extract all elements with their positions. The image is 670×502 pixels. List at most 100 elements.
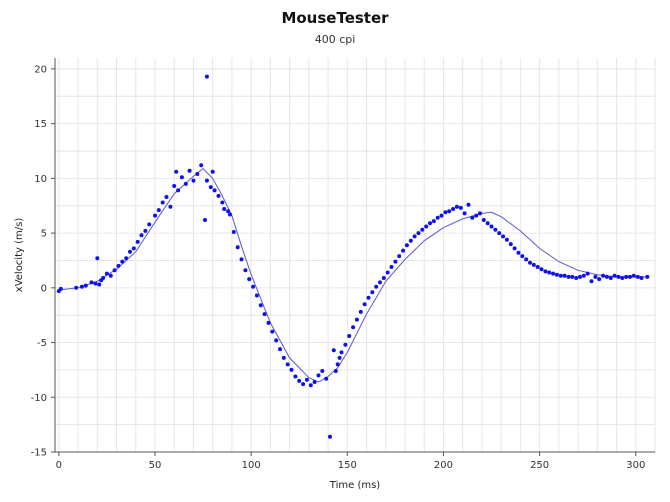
data-point [156,208,161,213]
data-point [645,274,650,279]
x-tick-label: 0 [56,460,62,471]
data-point [112,268,117,273]
data-point [631,273,636,278]
data-point [179,175,184,180]
data-point [458,205,463,210]
data-point [104,271,109,276]
data-point [493,227,498,232]
data-point [172,184,177,188]
data-point [231,230,236,234]
data-point [135,239,140,244]
data-point [535,265,540,269]
data-point [143,228,148,233]
data-point [343,342,348,347]
data-point [281,355,286,360]
data-point [176,188,181,193]
data-point [312,380,317,384]
data-point [93,281,98,286]
data-point [551,271,556,276]
data-point [58,286,63,291]
data-point [101,276,106,280]
data-point [443,210,448,215]
data-point [254,293,259,298]
y-tick-label: -5 [37,338,47,349]
data-point [235,245,240,250]
data-point [628,274,632,279]
data-point [204,178,209,183]
y-tick-label: 5 [41,229,47,240]
data-point [328,434,332,439]
data-point [520,254,525,259]
data-point [439,213,444,218]
data-point [512,246,517,251]
data-point [374,284,379,289]
chart-subtitle: 400 cpi [314,33,356,46]
data-point [462,211,467,216]
data-point [131,246,136,251]
data-point [262,312,267,317]
data-point [601,273,606,278]
data-point [120,259,125,264]
data-point [470,215,475,220]
data-point [216,193,221,198]
data-point [478,211,482,216]
data-point [199,163,204,168]
data-point [554,272,559,277]
data-point [153,213,157,218]
y-tick-label: 10 [34,174,47,185]
data-point [289,367,294,372]
x-tick-label: 200 [434,460,453,471]
data-point [79,284,84,289]
data-point [320,369,325,373]
x-tick-label: 50 [149,460,162,471]
data-point [624,274,629,279]
data-point [531,262,536,267]
data-point [562,273,567,278]
data-point [278,347,282,352]
y-tick-label: -15 [31,448,47,459]
data-point [258,303,263,308]
grid [55,58,656,453]
x-tick-label: 300 [626,460,645,471]
data-point [608,276,613,280]
data-point [397,254,402,259]
data-point [304,377,309,382]
data-point [339,350,344,355]
y-tick-label: -10 [31,393,47,404]
data-point [331,348,336,353]
data-point [208,185,213,190]
data-point [378,280,382,285]
data-point [243,268,248,273]
data-point [454,204,459,209]
data-point [585,271,590,276]
data-point [174,169,179,174]
data-point [333,369,338,373]
data-point [147,222,152,227]
data-point [524,257,529,262]
data-point [616,274,621,279]
data-point [589,279,594,284]
data-point [504,237,509,242]
data-point [128,249,132,254]
data-point [381,276,386,280]
data-point [191,178,196,183]
data-point [393,259,398,264]
data-point [228,212,232,217]
data-point [612,273,617,278]
data-point [351,325,356,330]
x-axis-label: Time (ms) [329,480,381,491]
data-point [139,233,144,238]
data-point [366,295,371,300]
data-point [508,242,513,247]
data-point [108,273,113,278]
data-point [539,267,544,272]
data-point [187,168,192,173]
x-tick-label: 100 [242,460,261,471]
data-point [497,231,502,236]
data-point [226,209,231,214]
data-point [543,269,548,274]
data-point [574,276,579,280]
data-point [593,274,598,279]
x-tick-label: 250 [530,460,549,471]
